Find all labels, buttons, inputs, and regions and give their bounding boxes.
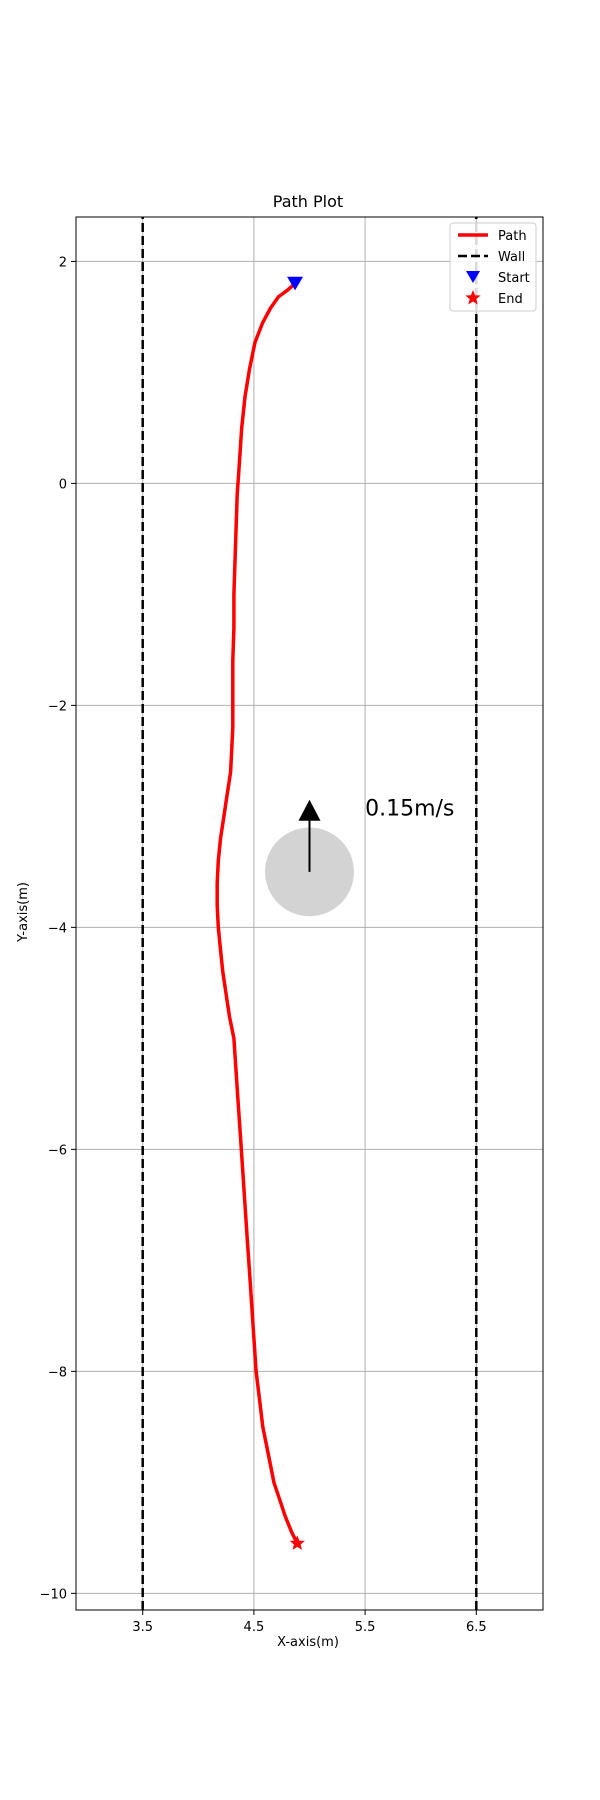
- y-tick-label: 2: [59, 255, 67, 270]
- velocity-label: 0.15m/s: [365, 797, 454, 822]
- x-tick-label: 3.5: [132, 1620, 153, 1635]
- x-tick-label: 5.5: [355, 1620, 376, 1635]
- legend-label: End: [498, 292, 523, 307]
- path-line: [215, 282, 299, 1545]
- legend: Path Wall Start End: [449, 222, 537, 312]
- y-tick-label: −2: [48, 699, 67, 714]
- start-marker: [287, 276, 304, 291]
- x-axis-label: X-axis(m): [277, 1635, 339, 1650]
- axis-ticks: 3.5 4.5 5.5 6.5 2 0 −2 −4 −6 −8 −10: [40, 255, 487, 1635]
- legend-box: [449, 222, 537, 312]
- obstacle-group: 0.15m/s: [265, 797, 454, 917]
- legend-end-handle: [465, 290, 481, 305]
- legend-label: Path: [498, 229, 527, 244]
- legend-label: Wall: [498, 250, 525, 265]
- chart-title: Path Plot: [273, 192, 343, 211]
- legend-label: Start: [498, 271, 530, 286]
- velocity-arrow-head: [298, 799, 321, 821]
- y-tick-label: 0: [59, 477, 67, 492]
- y-tick-label: −10: [40, 1587, 67, 1602]
- series-group: [141, 217, 478, 1610]
- x-tick-label: 4.5: [244, 1620, 265, 1635]
- y-tick-label: −8: [48, 1365, 67, 1380]
- y-tick-label: −6: [48, 1143, 67, 1158]
- y-axis-label: Y-axis(m): [16, 882, 31, 943]
- end-marker: [289, 1535, 305, 1550]
- x-tick-label: 6.5: [466, 1620, 487, 1635]
- marker-group: [287, 276, 305, 1550]
- y-tick-label: −4: [48, 921, 67, 936]
- legend-start-handle: [466, 271, 480, 283]
- plot-frame: [75, 216, 544, 1611]
